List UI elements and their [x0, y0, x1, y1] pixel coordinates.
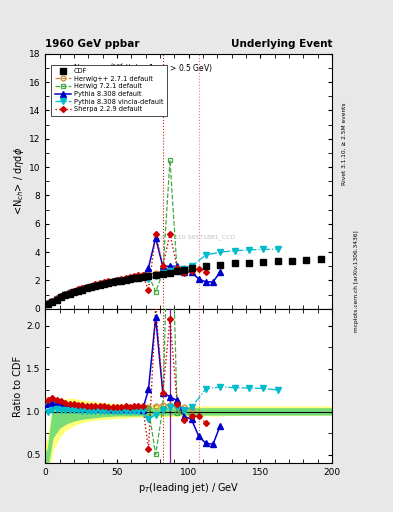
Legend: CDF, Herwig++ 2.7.1 default, Herwig 7.2.1 default, Pythia 8.308 default, Pythia : CDF, Herwig++ 2.7.1 default, Herwig 7.2.…	[51, 65, 167, 116]
Text: CDF  2010 S8571881_CCD: CDF 2010 S8571881_CCD	[153, 234, 235, 240]
Text: Underlying Event: Underlying Event	[231, 38, 332, 49]
Text: 1960 GeV ppbar: 1960 GeV ppbar	[45, 38, 140, 49]
X-axis label: p$_T$(leading jet) / GeV: p$_T$(leading jet) / GeV	[138, 481, 239, 496]
Y-axis label: <N$_{ch}$> / d$\eta$d$\phi$: <N$_{ch}$> / d$\eta$d$\phi$	[12, 147, 26, 216]
Y-axis label: Ratio to CDF: Ratio to CDF	[13, 355, 23, 417]
Text: Rivet 3.1.10, ≥ 2.5M events: Rivet 3.1.10, ≥ 2.5M events	[342, 102, 347, 185]
Text: mcplots.cern.ch [arXiv:1306.3436]: mcplots.cern.ch [arXiv:1306.3436]	[354, 231, 359, 332]
Text: <N$_{ch}$> vs p$_T^{lead}$ (|$\eta$| < 1, p$_T$ > 0.5 GeV): <N$_{ch}$> vs p$_T^{lead}$ (|$\eta$| < 1…	[67, 61, 213, 76]
